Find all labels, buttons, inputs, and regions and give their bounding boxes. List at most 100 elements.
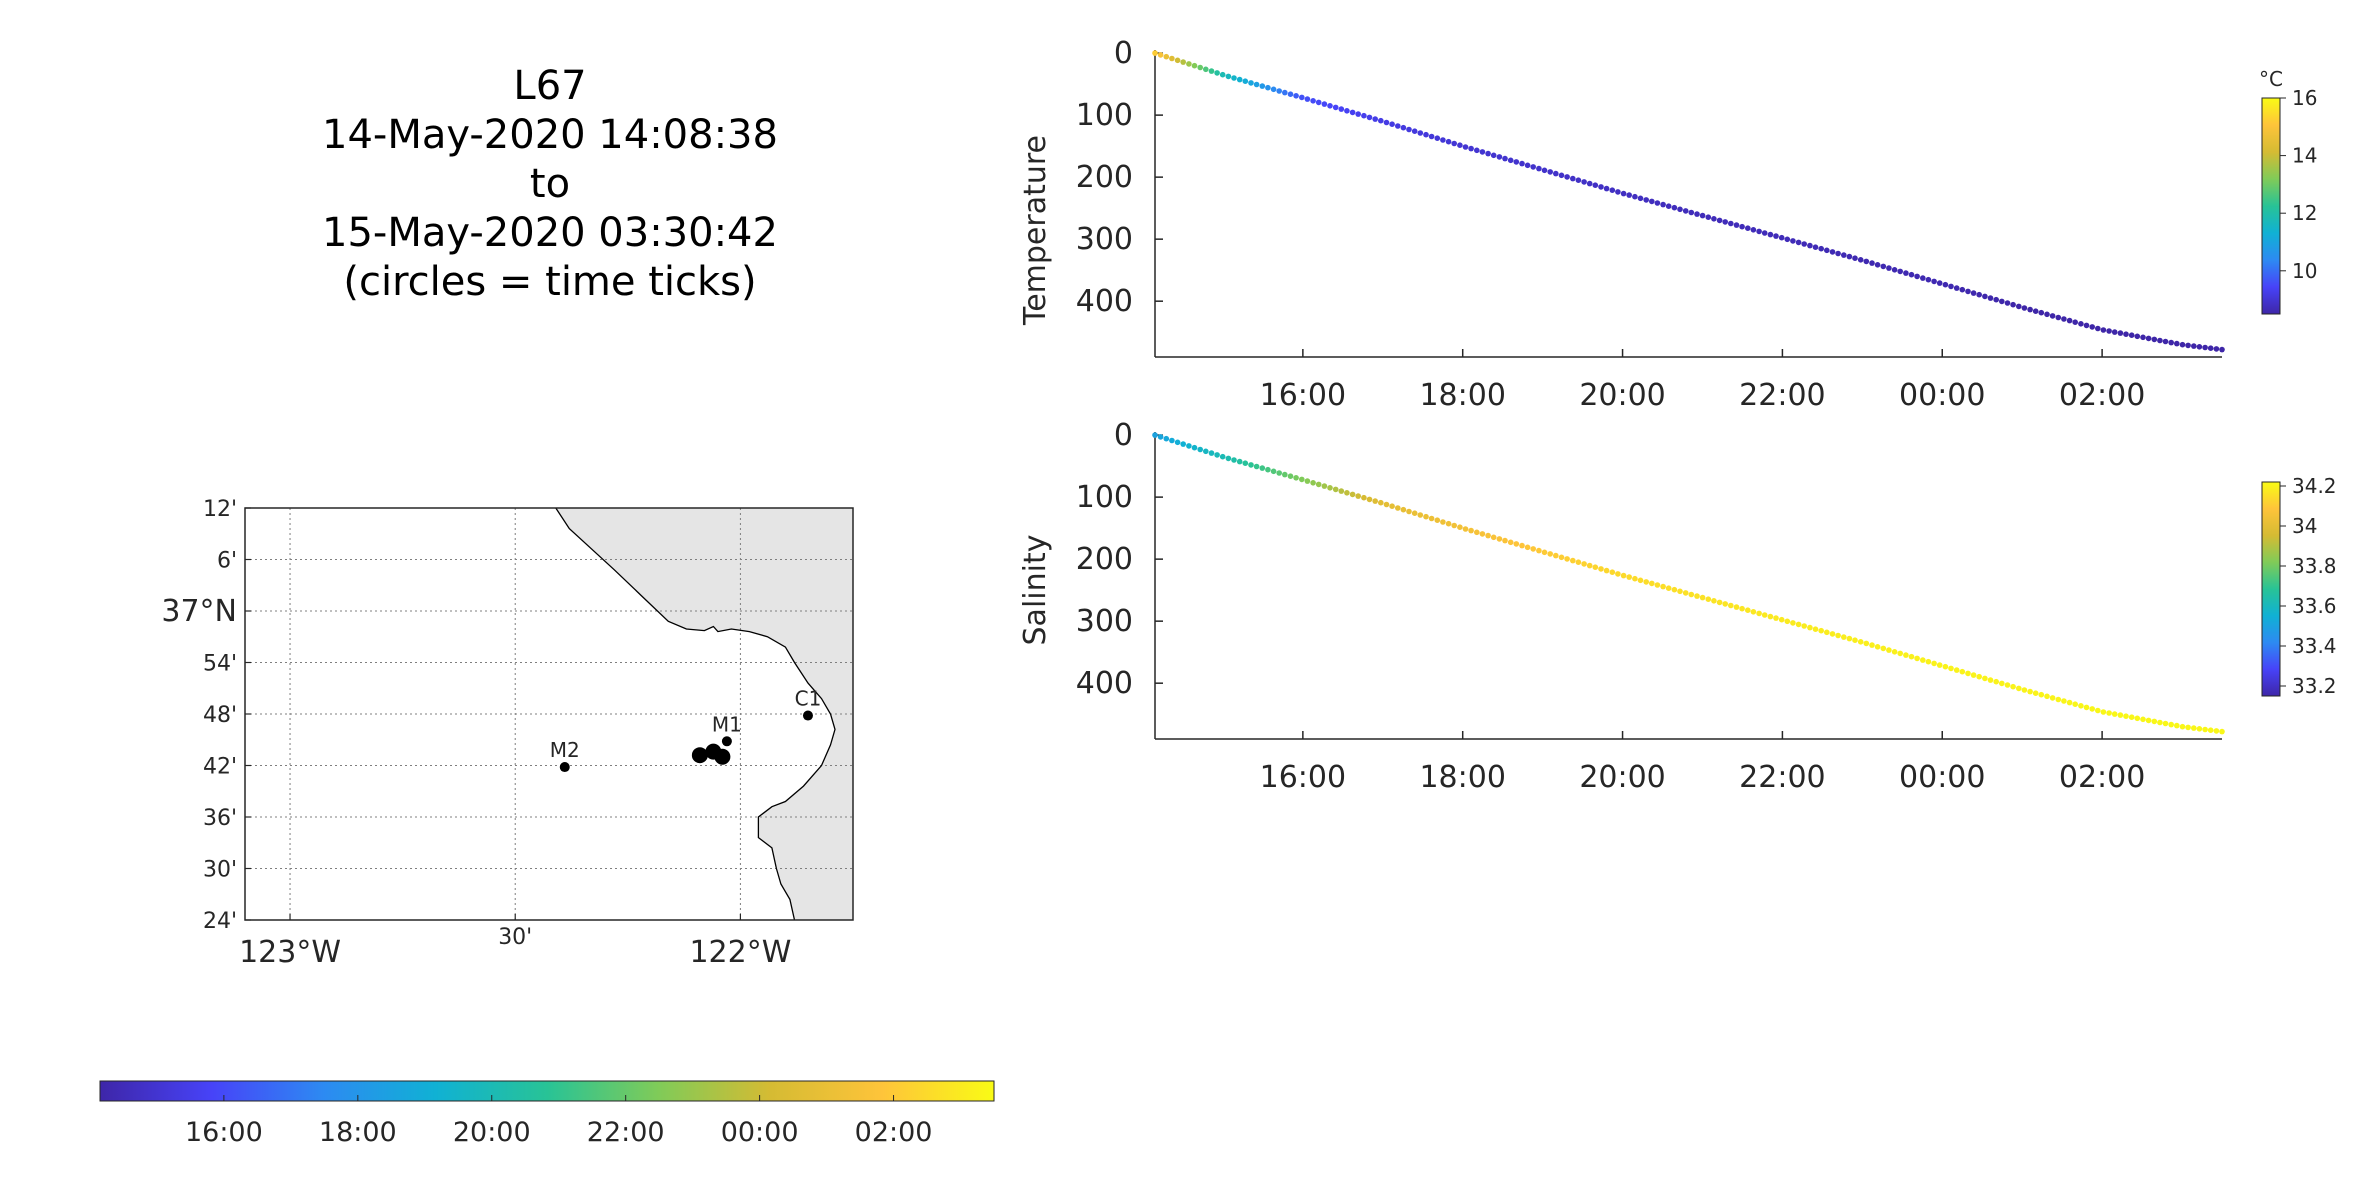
data-point bbox=[2179, 723, 2186, 730]
map-lon-label: 30' bbox=[498, 925, 532, 950]
data-point bbox=[1372, 116, 1378, 122]
data-point bbox=[1846, 253, 1853, 260]
data-point bbox=[1344, 490, 1350, 496]
data-point bbox=[1761, 230, 1768, 236]
data-point bbox=[1248, 80, 1254, 86]
data-point bbox=[1524, 162, 1531, 169]
data-point bbox=[1214, 70, 1220, 76]
data-point bbox=[1976, 291, 1982, 298]
data-point bbox=[1519, 160, 1525, 167]
data-point bbox=[1457, 142, 1463, 148]
data-point bbox=[1541, 549, 1548, 556]
data-point bbox=[1411, 510, 1418, 516]
data-point bbox=[2010, 301, 2016, 308]
data-point bbox=[1643, 579, 1649, 585]
data-point bbox=[1355, 111, 1361, 117]
data-point bbox=[1891, 649, 1898, 655]
data-point bbox=[2145, 717, 2152, 724]
data-point bbox=[1389, 121, 1395, 127]
data-point bbox=[1716, 599, 1723, 606]
data-point bbox=[1372, 498, 1378, 504]
data-point bbox=[1423, 131, 1429, 138]
data-point bbox=[1366, 114, 1373, 121]
data-point bbox=[1479, 531, 1486, 537]
data-point bbox=[1428, 515, 1435, 522]
data-point bbox=[2179, 341, 2186, 348]
map-grid bbox=[245, 508, 853, 920]
data-point bbox=[1801, 241, 1807, 247]
data-point bbox=[1575, 177, 1582, 183]
data-point bbox=[1282, 89, 1288, 96]
data-point bbox=[2004, 300, 2011, 306]
data-point bbox=[2055, 314, 2062, 321]
map-stations: M2 M1 C1 bbox=[550, 687, 821, 773]
data-point bbox=[1440, 519, 1446, 525]
data-point bbox=[1293, 93, 1299, 99]
data-point bbox=[1502, 155, 1508, 162]
data-point bbox=[1468, 145, 1474, 152]
data-point bbox=[1671, 204, 1678, 211]
time-colorbar-tick-label: 02:00 bbox=[855, 1117, 933, 1148]
y-tick-label: 100 bbox=[1076, 480, 1133, 515]
data-point bbox=[1174, 439, 1181, 446]
data-point bbox=[2095, 707, 2101, 714]
data-point bbox=[2032, 690, 2039, 696]
data-point bbox=[1970, 290, 1977, 296]
data-point bbox=[1299, 94, 1305, 101]
data-point bbox=[1169, 55, 1175, 62]
data-point bbox=[2038, 309, 2045, 316]
data-point bbox=[1920, 275, 1926, 281]
data-point bbox=[1880, 263, 1887, 270]
data-point bbox=[1507, 539, 1514, 546]
map-lat-label: 6' bbox=[217, 549, 237, 574]
data-point bbox=[1355, 493, 1361, 499]
data-point bbox=[1197, 64, 1203, 71]
map-lat-label: 24' bbox=[203, 909, 237, 934]
station-label: M2 bbox=[550, 738, 580, 762]
data-point bbox=[1665, 585, 1672, 591]
data-point bbox=[1852, 637, 1858, 643]
data-point bbox=[1570, 557, 1576, 564]
data-point bbox=[1219, 453, 1226, 460]
data-point bbox=[1920, 657, 1926, 663]
data-point bbox=[2072, 701, 2078, 707]
data-point bbox=[1395, 123, 1401, 129]
data-point bbox=[1733, 604, 1740, 610]
data-point bbox=[1321, 101, 1328, 107]
data-point bbox=[1242, 460, 1249, 467]
data-point bbox=[1959, 286, 1966, 293]
time-colorbar-tick-label: 22:00 bbox=[587, 1117, 665, 1148]
data-point bbox=[1857, 639, 1864, 645]
data-point bbox=[2038, 691, 2045, 698]
data-point bbox=[2162, 720, 2169, 727]
map-lat-label: 37°N bbox=[161, 594, 237, 629]
data-point bbox=[1925, 658, 1932, 665]
data-point bbox=[1767, 231, 1774, 238]
data-point bbox=[1417, 512, 1424, 518]
data-point bbox=[1931, 660, 1937, 667]
time-colorbar bbox=[99, 1080, 995, 1102]
data-point bbox=[1874, 644, 1881, 650]
data-point bbox=[1632, 575, 1638, 582]
time-colorbar-tick-label: 00:00 bbox=[721, 1117, 799, 1148]
data-point bbox=[2061, 316, 2067, 322]
data-point bbox=[1214, 452, 1220, 458]
data-point bbox=[1671, 586, 1678, 593]
data-point bbox=[1564, 556, 1570, 562]
data-point bbox=[2021, 305, 2028, 311]
data-point bbox=[1778, 616, 1785, 623]
data-point bbox=[2066, 317, 2073, 324]
data-point bbox=[1191, 444, 1198, 451]
data-point bbox=[1982, 293, 1988, 300]
data-point bbox=[1434, 517, 1441, 523]
data-point bbox=[1874, 262, 1881, 268]
time-colorbar-panel: 16:00 18:00 20:00 22:00 00:00 02:00 bbox=[99, 1080, 995, 1148]
data-point bbox=[1654, 582, 1661, 588]
data-point bbox=[1344, 108, 1350, 114]
x-tick-label: 20:00 bbox=[1579, 760, 1665, 795]
data-point bbox=[1180, 59, 1186, 65]
data-point bbox=[2151, 718, 2158, 725]
data-point bbox=[1451, 140, 1457, 147]
data-point bbox=[1959, 668, 1966, 675]
data-point bbox=[1276, 470, 1282, 476]
